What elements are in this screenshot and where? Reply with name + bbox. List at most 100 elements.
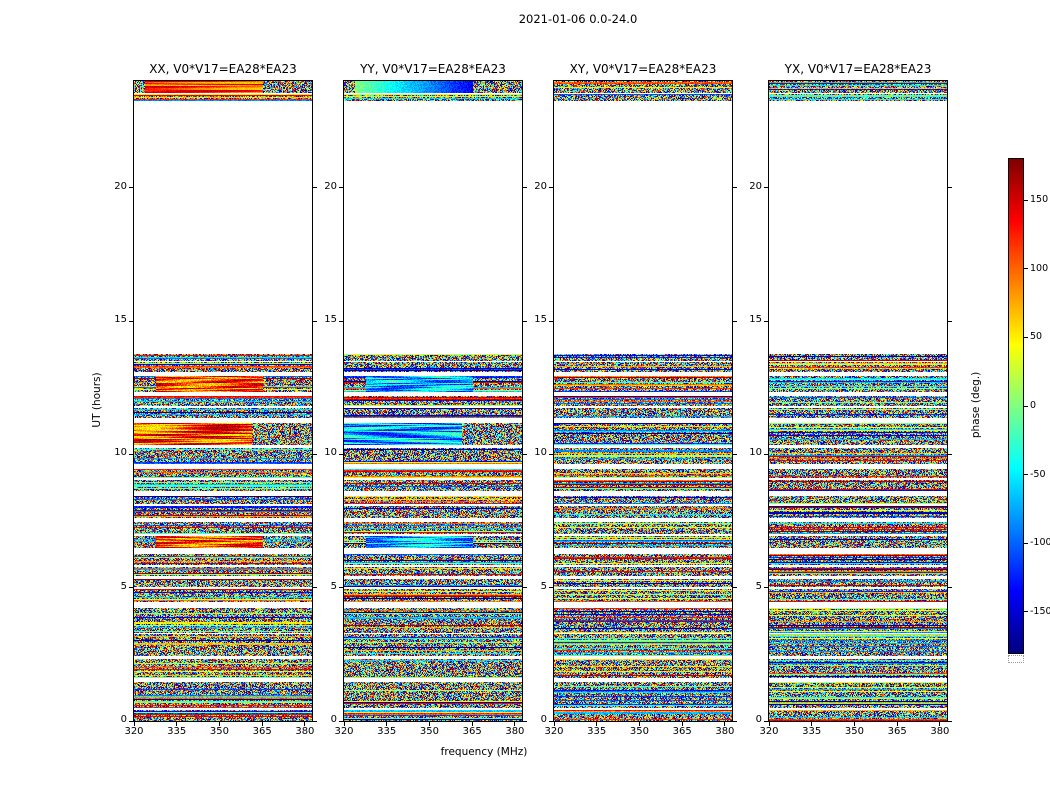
x-tick (218, 722, 220, 726)
y-tick (549, 587, 553, 589)
y-tick (129, 587, 133, 589)
y-tick (764, 587, 768, 589)
colorbar-tick (1024, 542, 1028, 544)
x-axis-label: frequency (MHz) (440, 746, 528, 758)
colorbar-tick (1024, 474, 1028, 476)
x-tick-label: 335 (802, 726, 822, 737)
x-tick (553, 722, 555, 726)
x-tick (724, 722, 726, 726)
x-tick-label: 365 (672, 726, 692, 737)
plot-panel-xy: XY, V0*V17=EA28*EA23 320 335 350 365 380 0 5 10 1… (534, 62, 737, 737)
y-tick (313, 720, 317, 722)
y-tick-label: 0 (120, 714, 127, 725)
y-tick-label: 15 (324, 314, 337, 325)
colorbar-tick-label: 50 (1030, 331, 1043, 343)
y-tick (129, 187, 133, 189)
x-tick (596, 722, 598, 726)
heatmap-canvas-xx (134, 81, 312, 721)
y-tick-label: 20 (749, 180, 762, 192)
panel-title-yx: YX, V0*V17=EA28*EA23 (784, 62, 932, 76)
x-tick-label: 320 (334, 726, 354, 737)
y-tick (764, 720, 768, 722)
y-tick (339, 453, 343, 455)
y-tick (733, 587, 737, 589)
y-tick (339, 587, 343, 589)
colorbar-tick-label: -150 (1030, 605, 1050, 617)
x-tick-label: 350 (844, 726, 864, 737)
y-tick (129, 720, 133, 722)
colorbar-tick (1024, 336, 1028, 338)
y-tick (313, 587, 317, 589)
y-tick-label: 0 (330, 714, 337, 725)
plot-panel-xx: XX, V0*V17=EA28*EA23 320 335 350 365 380 0 5 10 1… (114, 62, 317, 737)
y-tick (313, 320, 317, 322)
heatmap-canvas-yy (344, 81, 522, 721)
x-tick (811, 722, 813, 726)
y-tick-label: 15 (749, 314, 762, 325)
y-tick-label: 10 (114, 447, 127, 459)
heatmap-canvas-xy (554, 81, 732, 721)
x-tick (768, 722, 770, 726)
y-tick (948, 587, 952, 589)
y-tick (948, 187, 952, 189)
y-tick-label: 0 (755, 714, 762, 725)
y-tick (523, 187, 527, 189)
y-tick (948, 320, 952, 322)
x-tick (939, 722, 941, 726)
y-tick (549, 453, 553, 455)
y-tick (733, 720, 737, 722)
x-tick (514, 722, 516, 726)
x-tick (681, 722, 683, 726)
x-tick (261, 722, 263, 726)
y-tick (948, 453, 952, 455)
y-tick (339, 720, 343, 722)
colorbar-tick-label: -100 (1030, 537, 1050, 549)
y-tick (764, 453, 768, 455)
y-tick (733, 453, 737, 455)
x-tick (133, 722, 135, 726)
y-tick-label: 5 (330, 580, 337, 592)
x-tick (304, 722, 306, 726)
colorbar-tick-label: -50 (1030, 468, 1046, 480)
y-tick (733, 187, 737, 189)
y-tick-label: 20 (324, 180, 337, 192)
y-tick-label: 20 (114, 180, 127, 192)
colorbar-under-extension (1008, 655, 1024, 663)
x-tick-label: 365 (462, 726, 482, 737)
panel-title-xx: XX, V0*V17=EA28*EA23 (149, 62, 297, 76)
colorbar: -150 -100 -50 0 50 100 150 (1008, 158, 1050, 663)
x-tick-label: 380 (715, 726, 735, 737)
x-tick-label: 320 (544, 726, 564, 737)
y-tick-label: 0 (540, 714, 547, 725)
y-tick (339, 320, 343, 322)
x-tick-label: 380 (505, 726, 525, 737)
x-tick (896, 722, 898, 726)
y-axis-label: UT (hours) (91, 372, 103, 428)
heatmap-canvas-yx (769, 81, 947, 721)
y-tick (129, 320, 133, 322)
y-tick (523, 453, 527, 455)
x-tick-label: 335 (167, 726, 187, 737)
panel-title-yy: YY, V0*V17=EA28*EA23 (360, 62, 506, 76)
x-tick (386, 722, 388, 726)
x-tick-label: 350 (629, 726, 649, 737)
colorbar-tick (1024, 611, 1028, 613)
x-tick (176, 722, 178, 726)
y-tick-label: 5 (755, 580, 762, 592)
x-tick-label: 365 (252, 726, 272, 737)
figure-title: 2021-01-06 0.0-24.0 (518, 12, 638, 26)
y-tick (549, 187, 553, 189)
colorbar-tick-label: 100 (1030, 262, 1049, 274)
plot-panel-yx: YX, V0*V17=EA28*EA23 320 335 350 365 380 0 5 10 1… (749, 62, 952, 737)
y-tick (129, 453, 133, 455)
colorbar-tick-label: 0 (1030, 400, 1037, 411)
x-tick (343, 722, 345, 726)
y-tick-label: 5 (540, 580, 547, 592)
x-tick-label: 380 (930, 726, 950, 737)
colorbar-gradient (1009, 159, 1023, 653)
colorbar-tick (1024, 199, 1028, 201)
x-tick-label: 335 (377, 726, 397, 737)
y-tick-label: 10 (749, 447, 762, 459)
y-tick (313, 453, 317, 455)
